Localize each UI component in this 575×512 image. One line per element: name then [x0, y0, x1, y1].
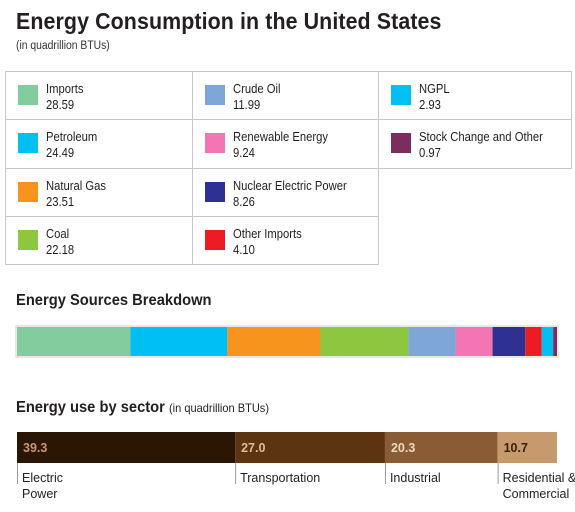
legend-swatch: [391, 85, 411, 105]
legend-name: Other Imports: [233, 226, 302, 241]
legend-name: Petroleum: [46, 130, 98, 145]
legend-name: Crude Oil: [233, 82, 281, 96]
sector-category-label: Electric: [22, 471, 63, 485]
sector-title: Energy use by sector (in quadrillion BTU…: [16, 399, 269, 417]
sector-value-label: 27.0: [241, 441, 265, 455]
legend-item: Other Imports 4.10: [192, 215, 379, 265]
legend-value: 2.93: [419, 98, 441, 112]
legend-swatch: [205, 229, 225, 250]
legend-item: Natural Gas 23.51: [5, 167, 193, 217]
legend-value: 24.49: [46, 146, 75, 161]
legend-item: Crude Oil 11.99: [192, 71, 379, 121]
sector-value-label: 10.7: [504, 441, 528, 455]
legend-value: 0.97: [419, 146, 441, 161]
sector-category-label: Power: [22, 487, 57, 501]
legend-item: Imports 28.59: [5, 71, 193, 121]
legend-swatch: [18, 85, 38, 105]
legend-value: 23.51: [46, 194, 75, 209]
breakdown-segment: [227, 327, 321, 356]
legend-item: Coal 22.18: [5, 215, 193, 265]
legend-name: Stock Change and Other: [419, 130, 543, 145]
legend-name: Nuclear Electric Power: [233, 178, 347, 193]
page-subtitle: (in quadrillion BTUs): [16, 40, 110, 52]
legend-name: Renewable Energy: [233, 130, 329, 145]
legend-value: 8.26: [233, 194, 255, 209]
sector-title-note: (in quadrillion BTUs): [168, 401, 269, 415]
sector-category-label: Transportation: [240, 471, 320, 485]
legend-swatch: [18, 181, 38, 202]
legend-name: Imports: [46, 82, 84, 96]
legend-name: Coal: [46, 226, 70, 241]
sector-category-label: Residential &: [503, 471, 575, 485]
sector-category-label: Commercial: [503, 487, 570, 501]
legend-item: Renewable Energy 9.24: [192, 119, 379, 169]
legend-swatch: [205, 85, 225, 105]
breakdown-bar-frame: [15, 325, 559, 358]
legend-name: NGPL: [419, 82, 450, 96]
legend-swatch: [18, 133, 38, 154]
legend-swatch: [205, 133, 225, 154]
legend-swatch: [18, 229, 38, 250]
sector-segment: [17, 432, 236, 463]
legend-value: 28.59: [46, 98, 75, 112]
sector-value-label: 39.3: [23, 441, 47, 455]
breakdown-segment: [492, 327, 526, 356]
legend-name: Natural Gas: [46, 178, 107, 193]
legend-swatch: [391, 133, 411, 154]
legend-item: NGPL 2.93: [378, 71, 572, 121]
sector-category-label: Industrial: [390, 471, 441, 485]
breakdown-segment: [553, 327, 557, 356]
legend-swatch: [205, 181, 225, 202]
breakdown-segment: [130, 327, 228, 356]
legend-value: 4.10: [233, 242, 255, 257]
legend-item: Nuclear Electric Power 8.26: [192, 167, 379, 217]
sector-segment: [497, 432, 557, 463]
sector-title-text: Energy use by sector: [16, 399, 165, 416]
legend-table: Imports 28.59 Petroleum 24.49 Natural Gas 23.…: [5, 71, 572, 265]
breakdown-segment: [320, 327, 409, 356]
breakdown-title: Energy Sources Breakdown: [16, 292, 212, 309]
legend-value: 9.24: [233, 146, 255, 161]
legend-item: Stock Change and Other 0.97: [378, 119, 572, 169]
legend-value: 11.99: [233, 98, 261, 112]
sector-segment: [235, 432, 385, 463]
breakdown-segment: [408, 327, 456, 356]
breakdown-segment: [17, 327, 131, 356]
page-title: Energy Consumption in the United States: [16, 8, 442, 34]
breakdown-segment: [541, 327, 554, 356]
sector-value-label: 20.3: [391, 441, 415, 455]
sector-segment: [384, 432, 498, 463]
breakdown-segment: [455, 327, 493, 356]
legend-value: 22.18: [46, 242, 75, 257]
breakdown-segment: [525, 327, 542, 356]
